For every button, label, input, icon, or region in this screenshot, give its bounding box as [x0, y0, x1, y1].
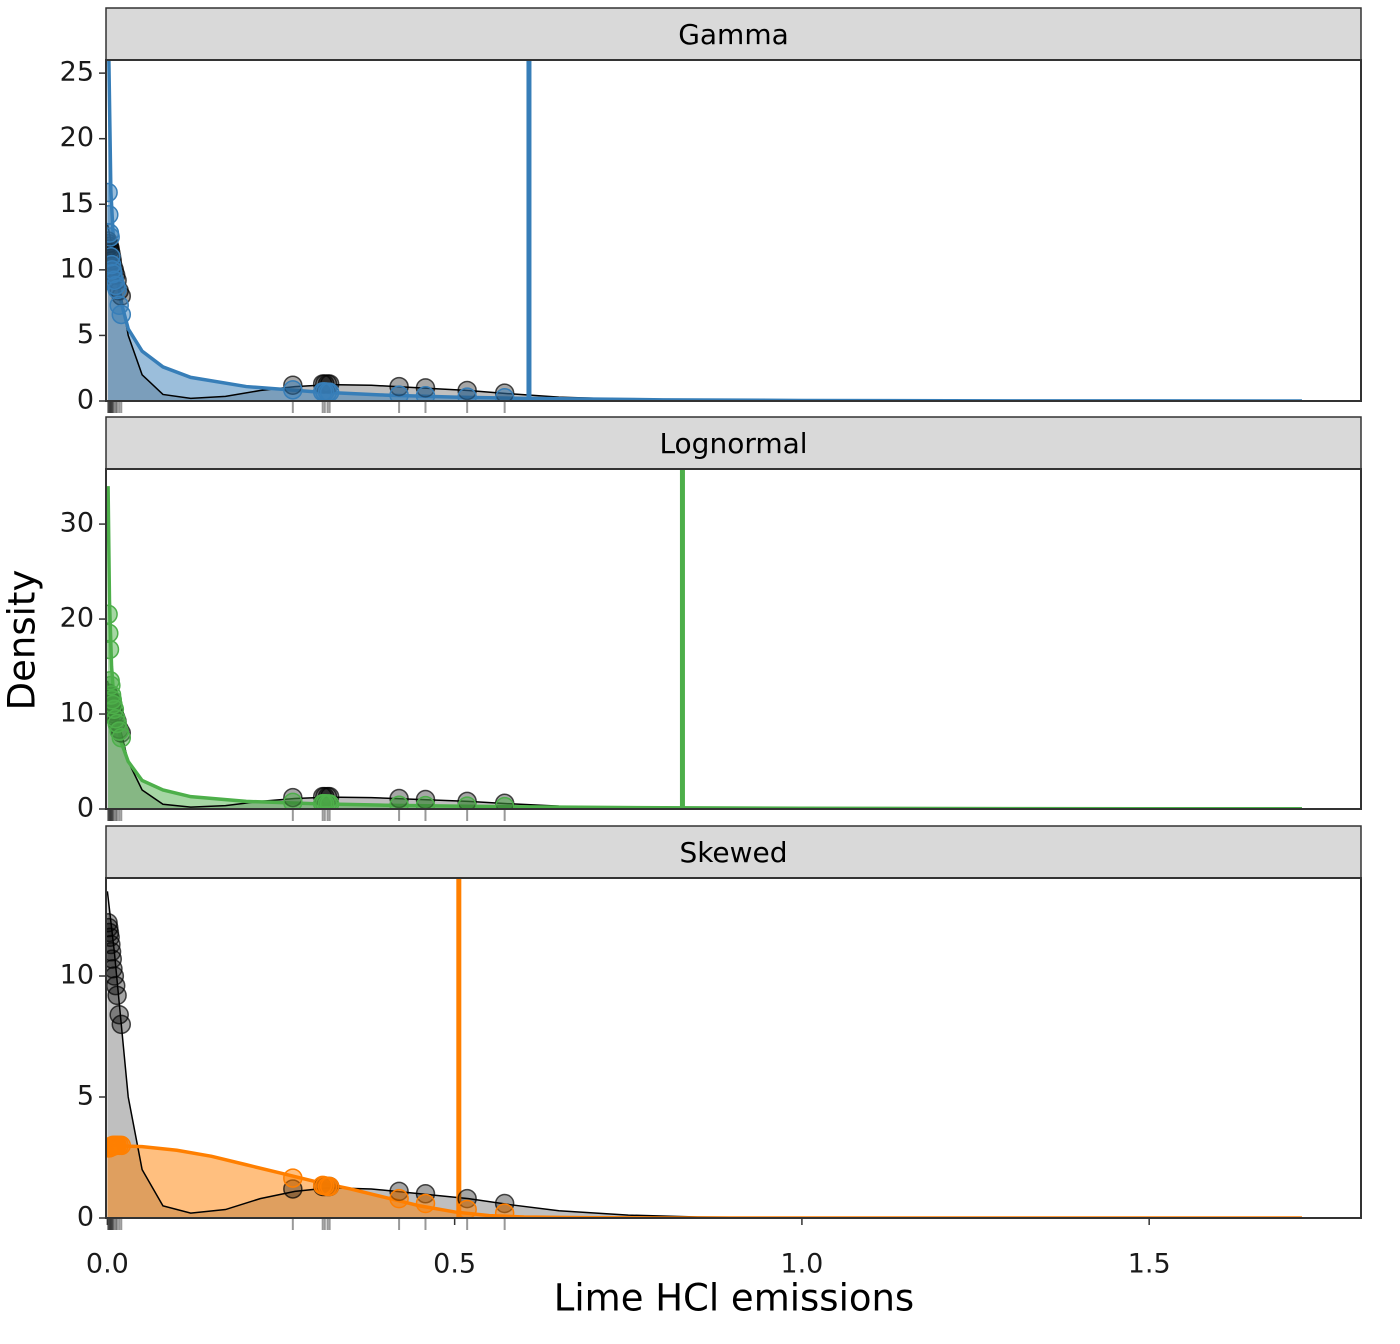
fitted-point	[283, 380, 303, 400]
empirical-point	[111, 1014, 132, 1035]
y-tick-label: 25	[60, 57, 94, 88]
fitted-point	[319, 794, 340, 809]
fitted-point	[106, 623, 119, 644]
y-tick-label: 30	[60, 508, 94, 539]
x-tick-label: 1.0	[780, 1249, 823, 1280]
empirical-point	[106, 927, 120, 948]
fitted-point	[457, 387, 477, 401]
y-tick-label: 10	[60, 698, 94, 729]
x-tick-label: 0.0	[86, 1249, 129, 1280]
facet-title: Gamma	[678, 18, 789, 51]
fitted-point	[106, 639, 120, 660]
facet-title: Skewed	[679, 836, 787, 869]
facet-strip	[105, 416, 1362, 470]
fitted-point	[415, 1193, 436, 1214]
fitted-point	[457, 1199, 477, 1218]
fitted-point	[319, 382, 340, 401]
y-tick-label: 20	[60, 122, 94, 153]
y-tick-label: 0	[77, 793, 94, 824]
x-axis-title: Lime HCl emissions	[554, 1277, 914, 1320]
fitted-area	[107, 1145, 1302, 1218]
fitted-area	[108, 486, 1302, 809]
fitted-point	[283, 792, 303, 809]
facet-strip	[105, 7, 1362, 61]
panel-border	[105, 59, 1362, 402]
fitted-point	[415, 795, 436, 809]
fitted-point	[494, 796, 515, 809]
fitted-area	[108, 60, 1302, 401]
y-tick-label: 15	[60, 188, 94, 219]
fitted-point	[389, 1188, 409, 1209]
empirical-point	[106, 942, 122, 962]
fitted-point	[106, 604, 118, 625]
panel	[106, 60, 1302, 401]
empirical-area	[107, 680, 1302, 809]
panel	[106, 469, 1302, 809]
x-tick-label: 0.5	[433, 1249, 476, 1280]
y-axis-title: Density	[1, 570, 44, 711]
fitted-point	[111, 304, 132, 325]
y-tick-label: 0	[77, 385, 94, 416]
panel-border	[105, 468, 1362, 810]
fitted-point	[106, 227, 120, 247]
fitted-line	[106, 486, 1302, 809]
fitted-point	[111, 1135, 132, 1156]
empirical-area	[107, 891, 1302, 1218]
fitted-point	[319, 1176, 340, 1197]
panel-border	[105, 877, 1362, 1219]
y-tick-label: 5	[77, 1081, 94, 1112]
fitted-point	[106, 182, 118, 203]
y-tick-label: 20	[60, 603, 94, 634]
fitted-point	[389, 385, 409, 401]
fitted-point	[111, 728, 132, 748]
empirical-line	[106, 680, 1302, 809]
empirical-point	[106, 934, 121, 955]
y-tick-label: 10	[60, 253, 94, 284]
fitted-point	[106, 205, 119, 225]
fitted-point	[283, 1168, 303, 1188]
empirical-area	[107, 223, 1302, 401]
y-tick-label: 5	[77, 319, 94, 350]
fitted-point	[494, 1203, 515, 1218]
facet-strip	[105, 825, 1362, 879]
fitted-point	[389, 795, 409, 809]
x-tick-label: 1.5	[1128, 1249, 1171, 1280]
facet-title: Lognormal	[659, 427, 807, 460]
empirical-line	[106, 223, 1302, 401]
fitted-point	[494, 387, 515, 401]
empirical-point	[107, 985, 127, 1006]
panel	[106, 878, 1302, 1218]
fitted-point	[415, 386, 436, 401]
fitted-line	[107, 60, 1302, 401]
empirical-line	[106, 891, 1302, 1218]
fitted-point	[457, 796, 477, 809]
y-tick-label: 10	[60, 960, 94, 991]
y-tick-label: 0	[77, 1202, 94, 1233]
